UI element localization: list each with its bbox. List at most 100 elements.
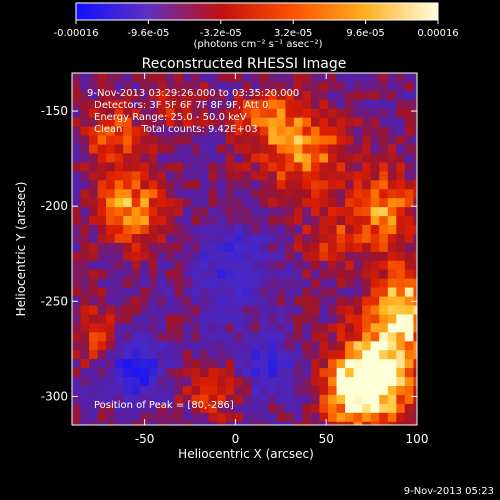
heatmap-pixel [114,162,124,172]
heatmap-pixel [251,144,261,154]
heatmap-pixel [217,198,227,208]
heatmap-pixel [276,234,286,244]
heatmap-pixel [72,144,82,154]
heatmap-pixel [362,403,372,414]
heatmap-pixel [148,296,158,307]
heatmap-pixel [97,234,107,244]
heatmap-pixel [319,251,329,262]
heatmap-pixel [225,144,235,154]
heatmap-pixel [140,296,150,307]
heatmap-pixel [157,216,167,226]
heatmap-pixel [293,126,303,137]
heatmap-pixel [276,207,286,217]
heatmap-pixel [89,305,99,315]
heatmap-pixel [422,243,431,253]
heatmap-pixel [293,207,303,217]
heatmap-pixel [200,99,210,110]
heatmap-pixel [165,403,175,414]
x-tick-label: 0 [232,432,240,446]
heatmap-pixel [285,99,295,110]
heatmap-pixel [396,341,406,351]
heatmap-pixel [422,261,431,271]
heatmap-pixel [259,135,269,146]
heatmap-pixel [157,180,167,190]
heatmap-pixel [379,269,389,280]
heatmap-pixel [260,431,269,441]
heatmap-pixel [89,421,99,425]
heatmap-pixel [234,153,244,163]
heatmap-pixel [293,350,303,360]
heatmap-pixel [89,394,99,405]
heatmap-pixel [97,117,107,128]
heatmap-pixel [165,251,175,262]
heatmap-pixel [362,341,372,351]
heatmap-pixel [157,242,167,253]
heatmap-pixel [174,117,184,128]
heatmap-pixel [114,153,124,163]
heatmap-pixel [302,359,312,369]
heatmap-pixel [259,394,269,405]
heatmap-pixel [422,82,431,92]
heatmap-pixel [353,269,363,280]
heatmap-pixel [276,260,286,271]
heatmap-pixel [72,332,82,342]
heatmap-pixel [200,386,210,396]
heatmap-pixel [114,198,124,208]
heatmap-pixel [217,260,227,271]
heatmap-pixel [148,81,158,92]
heatmap-pixel [114,350,124,360]
heatmap-pixel [123,296,133,307]
heatmap-pixel [251,296,261,307]
heatmap-pixel [97,90,107,101]
heatmap-pixel [157,225,167,235]
heatmap-pixel [345,99,355,110]
heatmap-pixel [225,216,235,226]
heatmap-pixel [285,144,295,154]
heatmap-pixel [174,198,184,208]
heatmap-pixel [182,251,192,262]
heatmap-pixel [362,162,372,172]
heatmap-pixel [268,216,278,226]
heatmap-pixel [106,332,116,342]
heatmap-pixel [89,108,99,119]
heatmap-pixel [302,234,312,244]
heatmap-pixel [268,117,278,128]
colorbar-tick-label: -9.6e-05 [127,28,169,39]
heatmap-pixel [157,90,167,101]
heatmap-pixel [422,118,431,128]
heatmap-pixel [336,412,346,423]
heatmap-pixel [336,386,346,396]
heatmap-pixel [208,350,218,360]
heatmap-pixel [319,359,329,369]
heatmap-pixel [413,359,417,369]
heatmap-pixel [140,251,150,262]
heatmap-pixel [345,394,355,405]
heatmap-pixel [89,359,99,369]
heatmap-pixel [387,216,397,226]
heatmap-pixel [174,287,184,298]
heatmap-pixel [106,314,116,324]
heatmap-pixel [293,153,303,163]
heatmap-pixel [336,117,346,128]
heatmap-pixel [336,73,346,83]
heatmap-pixel [362,242,372,253]
heatmap-pixel [242,216,252,226]
heatmap-pixel [404,394,414,405]
heatmap-pixel [387,225,397,235]
heatmap-pixel [157,153,167,163]
heatmap-pixel [276,73,286,83]
heatmap-pixel [302,412,312,423]
heatmap-pixel [234,332,244,342]
heatmap-pixel [72,341,82,351]
heatmap-pixel [225,332,235,342]
heatmap-pixel [336,368,346,378]
heatmap-pixel [208,260,218,271]
heatmap-pixel [311,180,321,190]
heatmap-pixel [114,287,124,298]
heatmap-pixel [293,171,303,181]
heatmap-pixel [328,412,338,423]
heatmap-pixel [140,225,150,235]
heatmap-pixel [234,162,244,172]
heatmap-pixel [131,377,141,387]
heatmap-pixel [413,162,417,172]
